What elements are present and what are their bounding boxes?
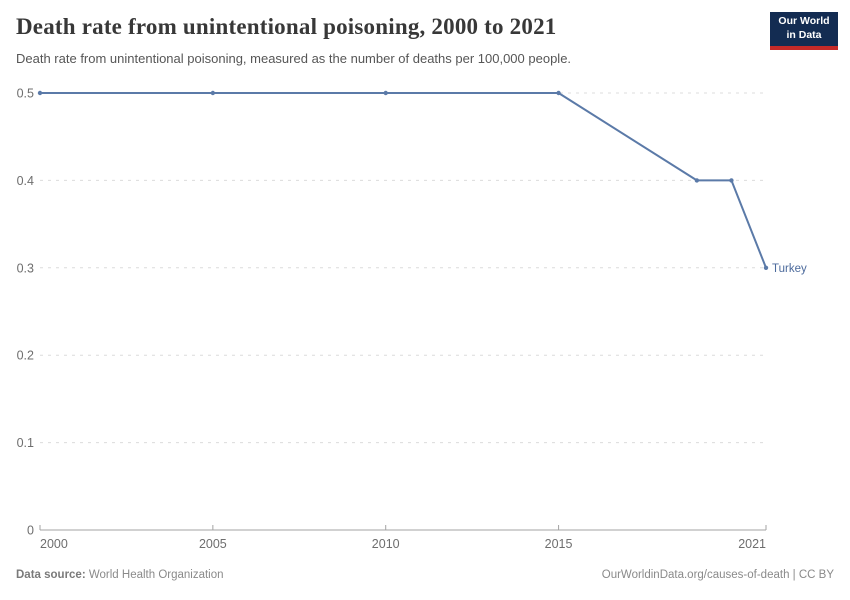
data-source-label: Data source: [16,569,86,581]
data-source-note: Data source: World Health Organization [16,569,224,581]
y-axis-tick-label: 0.5 [17,87,34,101]
data-point-marker[interactable] [210,90,216,96]
x-axis-tick-label: 2010 [372,537,400,551]
data-point-marker[interactable] [383,90,388,96]
owid-citation-link[interactable]: OurWorldinData.org/causes-of-death | CC … [601,569,834,581]
owid-logo-line1: Our World [778,15,830,28]
owid-logo[interactable]: Our World in Data [770,12,838,50]
owid-logo-line2: in Data [786,29,822,41]
y-axis-tick-label: 0.1 [17,436,34,450]
y-axis-tick-label: 0.2 [17,349,34,363]
x-axis-tick-label: 2000 [40,537,68,551]
y-axis-tick-label: 0.3 [17,261,34,275]
entity-label-turkey[interactable]: Turkey [772,263,807,275]
chart-subtitle: Death rate from unintentional poisoning,… [16,51,572,66]
x-axis-tick-label: 2021 [738,537,766,551]
data-source-value: World Health Organization [85,569,224,581]
page-title: Death rate from unintentional poisoning,… [16,14,557,39]
data-point-marker[interactable] [694,178,700,183]
data-point-marker[interactable] [729,178,734,183]
x-axis-tick-label: 2005 [199,537,227,551]
y-axis-tick-label: 0 [27,524,34,538]
data-point-marker[interactable] [556,90,561,96]
y-axis-tick-label: 0.4 [17,174,34,188]
chart-footer: Data source: World Health Organization O… [16,569,834,581]
x-axis-tick-label: 2015 [545,537,573,551]
data-point-marker[interactable] [763,265,769,270]
data-point-marker[interactable] [37,90,43,96]
